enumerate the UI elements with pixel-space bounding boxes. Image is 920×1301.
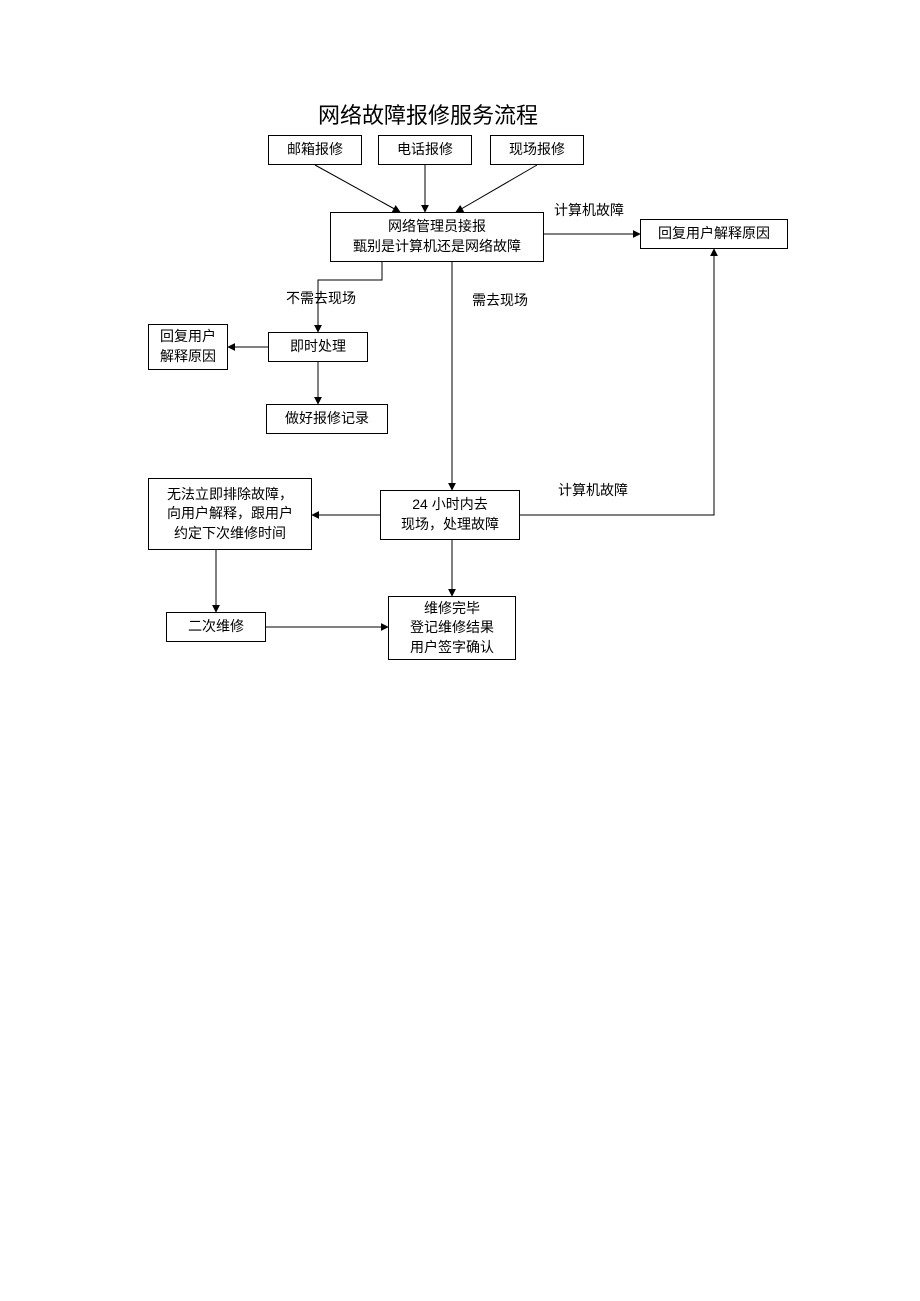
node-n8: 做好报修记录 xyxy=(266,404,388,434)
node-n4: 网络管理员接报甄别是计算机还是网络故障 xyxy=(330,212,544,262)
node-n1: 邮箱报修 xyxy=(268,135,362,165)
edge-label: 不需去现场 xyxy=(286,288,356,308)
node-n7: 回复用户解释原因 xyxy=(148,324,228,370)
flowchart-canvas: 网络故障报修服务流程 邮箱报修电话报修现场报修网络管理员接报甄别是计算机还是网络… xyxy=(0,0,920,1301)
edge-label: 计算机故障 xyxy=(558,480,628,500)
node-n5: 回复用户解释原因 xyxy=(640,219,788,249)
node-n3: 现场报修 xyxy=(490,135,584,165)
edge-label: 需去现场 xyxy=(472,290,528,310)
node-n12: 维修完毕登记维修结果用户签字确认 xyxy=(388,596,516,660)
chart-title: 网络故障报修服务流程 xyxy=(318,98,538,130)
edge-label: 计算机故障 xyxy=(554,200,624,220)
node-n6: 即时处理 xyxy=(268,332,368,362)
node-n10: 无法立即排除故障，向用户解释，跟用户约定下次维修时间 xyxy=(148,478,312,550)
node-n11: 二次维修 xyxy=(166,612,266,642)
node-n2: 电话报修 xyxy=(378,135,472,165)
node-n9: 24 小时内去现场，处理故障 xyxy=(380,490,520,540)
